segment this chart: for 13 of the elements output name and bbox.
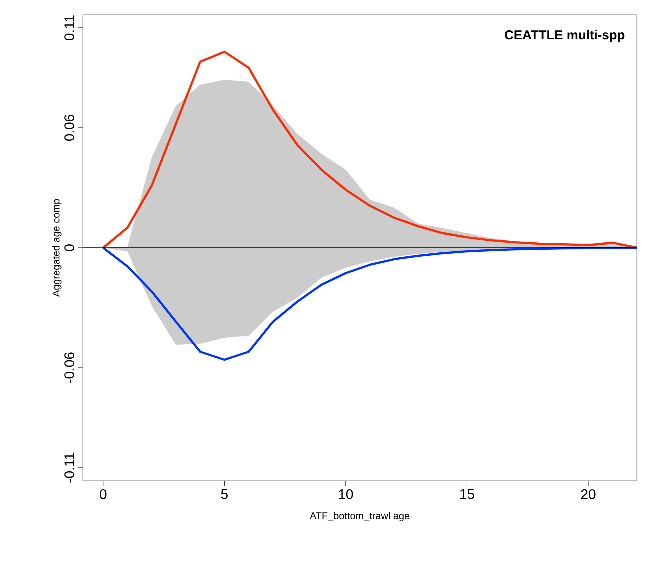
- annotation: CEATTLE multi-spp: [505, 30, 625, 42]
- y-tick-label: 0.06: [64, 115, 74, 142]
- y-axis-title: Aggregated age comp: [52, 199, 62, 297]
- x-tick-label: 20: [581, 489, 596, 500]
- x-tick-label: 15: [460, 490, 474, 500]
- x-tick-label: 10: [339, 489, 354, 500]
- y-tick-label: 0.11: [64, 16, 74, 40]
- y-tick-label: -0.11: [64, 453, 74, 483]
- x-tick-label: 5: [221, 490, 228, 500]
- x-tick-label: 0: [100, 489, 107, 500]
- y-tick-label: 0: [64, 244, 74, 252]
- y-tick-label: -0.06: [64, 352, 74, 384]
- x-axis-title: ATF_bottom_trawl age: [310, 512, 410, 522]
